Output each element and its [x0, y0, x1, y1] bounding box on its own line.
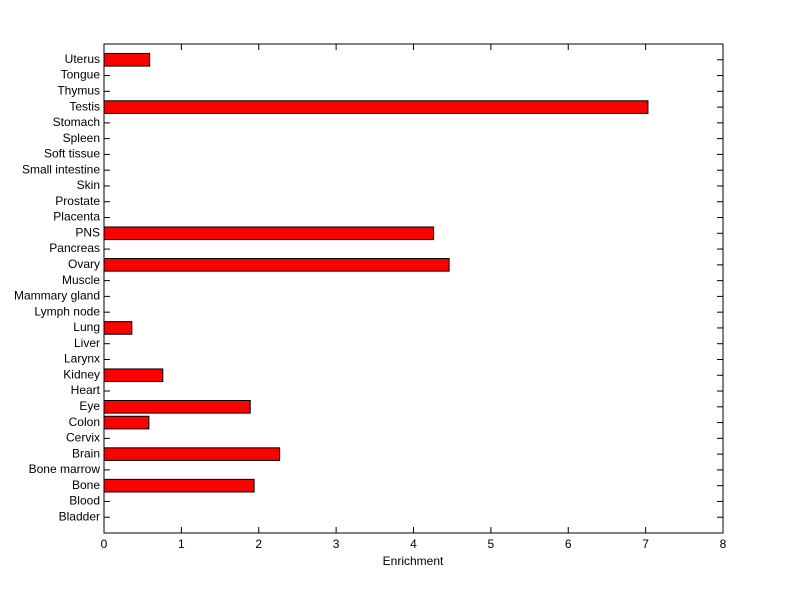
- bar: [103, 258, 450, 272]
- y-tick-label: Small intestine: [22, 162, 100, 176]
- x-tick-label: 2: [255, 537, 262, 551]
- y-tick-label: Kidney: [63, 367, 100, 381]
- y-tick-label: Uterus: [65, 52, 100, 66]
- x-axis-label: Enrichment: [383, 554, 444, 568]
- y-tick-label: Ovary: [68, 257, 100, 271]
- y-tick-label: Thymus: [57, 83, 100, 97]
- y-tick-label: Bone: [72, 478, 100, 492]
- y-tick-label: Bladder: [59, 509, 100, 523]
- y-tick-label: Placenta: [53, 210, 100, 224]
- y-tick-label: Lymph node: [34, 304, 100, 318]
- y-tick-label: Soft tissue: [44, 147, 100, 161]
- bar: [103, 321, 133, 335]
- y-tick-label: Testis: [69, 99, 100, 113]
- y-tick-label: Heart: [71, 383, 101, 397]
- bar: [103, 368, 164, 383]
- y-tick-label: Blood: [69, 494, 100, 508]
- y-tick-label: Colon: [69, 415, 100, 429]
- y-tick-label: Brain: [72, 446, 100, 460]
- y-tick-label: Eye: [79, 399, 100, 413]
- bar: [103, 478, 255, 493]
- y-tick-label: Stomach: [53, 115, 100, 129]
- bar: [103, 226, 435, 241]
- y-tick-label: PNS: [75, 225, 100, 239]
- y-tick-label: Bone marrow: [29, 462, 101, 476]
- y-tick-label: Skin: [77, 178, 100, 192]
- bar: [103, 415, 150, 430]
- x-tick-label: 7: [642, 537, 649, 551]
- y-tick-label: Liver: [74, 336, 100, 350]
- bar: [103, 52, 151, 67]
- y-tick-label: Prostate: [55, 194, 100, 208]
- x-tick-label: 0: [101, 537, 108, 551]
- y-tick-label: Tongue: [61, 68, 101, 82]
- bar: [103, 100, 649, 114]
- y-tick-label: Larynx: [64, 352, 100, 366]
- y-tick-label: Pancreas: [49, 241, 100, 255]
- bar: [103, 399, 251, 414]
- bar: [103, 447, 281, 461]
- x-tick-label: 4: [410, 537, 417, 551]
- x-tick-label: 1: [178, 537, 185, 551]
- x-tick-label: 5: [488, 537, 495, 551]
- y-tick-label: Spleen: [63, 131, 100, 145]
- y-tick-label: Muscle: [62, 273, 100, 287]
- y-tick-label: Lung: [73, 320, 100, 334]
- y-tick-label: Mammary gland: [14, 289, 100, 303]
- x-tick-label: 3: [333, 537, 340, 551]
- y-tick-label: Cervix: [66, 431, 100, 445]
- x-tick-label: 6: [565, 537, 572, 551]
- x-tick-label: 8: [720, 537, 727, 551]
